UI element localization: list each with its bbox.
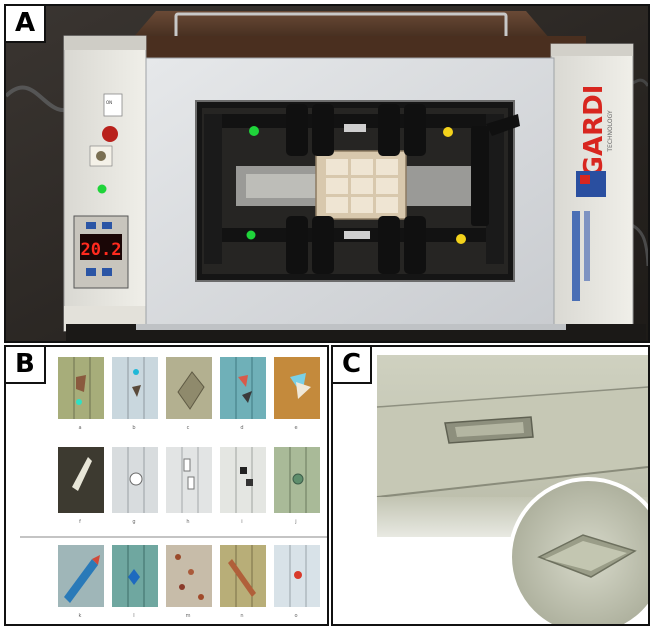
brand-subtitle: TECHNOLOGY	[607, 110, 614, 153]
svg-text:ON: ON	[106, 100, 112, 105]
thumbnail-f	[58, 447, 104, 513]
thumbnail-m	[166, 545, 212, 607]
panel-a-label: A	[6, 6, 47, 43]
temperature-readout: 20.2	[81, 240, 122, 260]
svg-text:b: b	[132, 425, 135, 431]
thumbnail-e	[274, 357, 320, 419]
thumbnail-h	[166, 447, 212, 513]
svg-text:j: j	[294, 519, 296, 525]
thumbnail-g	[112, 447, 158, 513]
svg-text:e: e	[294, 425, 297, 431]
heating-chamber-photo: ON 20.2 GARDI TECHNOLOGY	[6, 6, 648, 341]
green-marker-icon	[246, 230, 256, 240]
thumbnail-b	[112, 357, 158, 419]
yellow-marker-icon	[456, 234, 466, 244]
panel-b-crystal-gallery: B	[4, 345, 329, 626]
left-control-panel: ON 20.2	[63, 35, 147, 332]
thumbnail-l	[112, 545, 158, 607]
svg-text:c: c	[187, 425, 190, 431]
thumbnail-d	[220, 357, 266, 419]
panel-c-label: C	[333, 347, 373, 384]
svg-text:n: n	[240, 613, 243, 619]
thumbnail-n	[220, 545, 266, 607]
thumbnail-k	[58, 545, 104, 607]
panel-c-slot-closeup: C	[331, 345, 650, 626]
svg-text:l: l	[133, 613, 134, 619]
gel-plate	[315, 150, 407, 220]
svg-text:f: f	[79, 519, 81, 525]
thumbnail-c	[166, 357, 212, 419]
svg-text:d: d	[240, 425, 243, 431]
yellow-marker-icon	[443, 127, 453, 137]
indicator-light-icon	[97, 184, 107, 194]
svg-text:k: k	[79, 613, 82, 619]
thumbnail-j	[274, 447, 320, 513]
power-switch-icon	[102, 126, 118, 142]
thumbnail-o	[274, 545, 320, 607]
svg-text:m: m	[186, 613, 191, 619]
svg-text:a: a	[78, 425, 81, 431]
crystal-thumbnails: a b c d e	[6, 347, 327, 624]
thumbnail-i	[220, 447, 266, 513]
svg-text:i: i	[241, 519, 242, 525]
thumbnail-a	[58, 357, 104, 419]
slot-closeup-photo	[333, 347, 648, 624]
right-brand-panel: GARDI TECHNOLOGY	[550, 43, 634, 332]
svg-text:o: o	[294, 613, 297, 619]
panel-a-photo: A	[4, 4, 650, 343]
brand-name: GARDI	[579, 85, 609, 178]
svg-text:h: h	[186, 519, 189, 525]
green-marker-icon	[249, 126, 259, 136]
panel-b-label: B	[6, 347, 46, 384]
slot-opening	[444, 416, 534, 444]
svg-text:g: g	[132, 519, 135, 525]
